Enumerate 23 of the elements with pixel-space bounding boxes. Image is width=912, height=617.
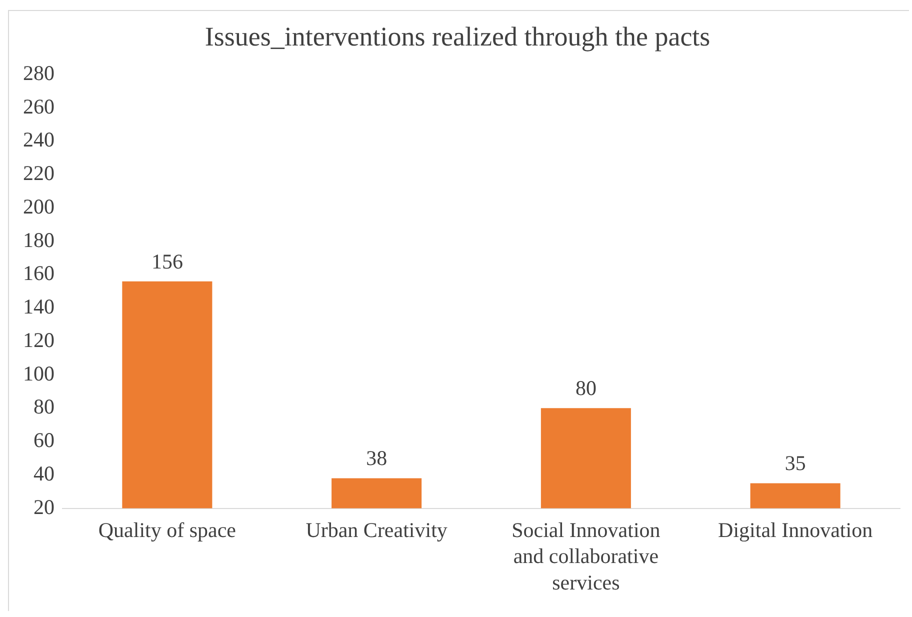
y-tick-label: 60 [34, 428, 54, 452]
data-label: 38 [366, 446, 388, 470]
y-tick-label: 240 [23, 128, 54, 152]
x-tick-label: Urban Creativity [306, 518, 448, 542]
x-tick-label: Quality of space [98, 518, 236, 542]
x-tick-label: Social Innovation and collaborative services [512, 518, 661, 594]
y-tick-label: 160 [23, 261, 54, 286]
data-label: 80 [575, 376, 596, 400]
y-tick-label: 40 [34, 461, 54, 486]
y-tick-label: 100 [23, 361, 54, 386]
chart-title: Issues_interventions realized through the pacts [204, 21, 710, 52]
y-tick-label: 220 [23, 161, 54, 186]
y-tick-label: 20 [34, 494, 54, 519]
x-tick-label: Digital Innovation [718, 518, 874, 542]
y-tick-label: 180 [23, 228, 54, 252]
y-tick-label: 280 [23, 60, 54, 85]
y-tick-label: 140 [23, 294, 54, 319]
data-label: 35 [784, 451, 806, 476]
y-tick-label: 120 [23, 328, 54, 352]
y-tick-label: 260 [23, 94, 54, 118]
y-tick-label: 80 [34, 394, 54, 419]
data-label: 156 [151, 249, 183, 274]
y-tick-label: 200 [23, 194, 54, 218]
